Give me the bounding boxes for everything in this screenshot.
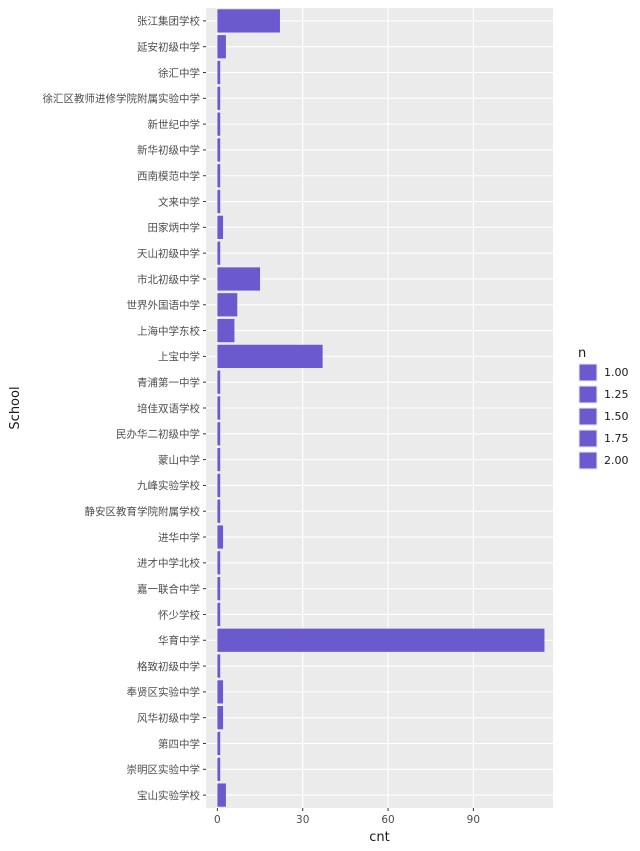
bar [217, 60, 221, 85]
bar [217, 344, 323, 368]
bar [217, 706, 224, 730]
bar [217, 473, 221, 498]
legend-label: 1.75 [604, 432, 629, 445]
bar [217, 267, 261, 291]
bar [217, 189, 221, 214]
bar [217, 35, 226, 59]
bar [217, 680, 224, 704]
bar [217, 241, 221, 265]
y-tick-label: 新世纪中学 [148, 118, 201, 131]
y-tick-label: 怀少学校 [158, 608, 200, 621]
x-tick-label: 0 [214, 814, 221, 826]
y-tick-label: 进华中学 [158, 531, 200, 544]
x-axis-title: cnt [369, 830, 389, 845]
y-tick-label: 华育中学 [158, 634, 200, 647]
x-axis-ticks: 0 30 60 90 [214, 808, 480, 826]
legend-label: 1.25 [604, 388, 629, 401]
y-tick-label: 西南模范中学 [137, 170, 200, 183]
y-tick-label: 嘉一联合中学 [137, 582, 200, 595]
y-tick-label: 上海中学东校 [137, 324, 200, 337]
bar [217, 9, 280, 33]
bar [217, 731, 221, 756]
y-tick-label: 格致初级中学 [137, 660, 200, 673]
y-tick-label: 奉贤区实验中学 [127, 686, 201, 699]
bar [217, 138, 221, 162]
legend-title: n [578, 346, 586, 361]
x-tick-label: 30 [296, 814, 309, 826]
y-tick-label: 世界外国语中学 [127, 299, 201, 312]
bar [217, 757, 221, 781]
y-tick-label: 九峰实验学校 [137, 479, 200, 492]
grid-lines [206, 8, 553, 808]
y-tick-label: 培佳双语学校 [137, 402, 200, 415]
x-tick-label: 90 [467, 814, 480, 826]
y-tick-label: 天山初级中学 [137, 247, 200, 260]
bar [217, 164, 221, 188]
bar [217, 551, 221, 575]
legend-label: 1.00 [604, 366, 629, 379]
y-tick-label: 民办华二初级中学 [116, 428, 200, 441]
bar [217, 499, 221, 523]
bars [217, 9, 545, 807]
bar [217, 628, 545, 652]
y-tick-label: 青浦第一中学 [137, 376, 200, 389]
y-tick-label: 文来中学 [158, 195, 200, 208]
y-tick-label: 新华初级中学 [137, 144, 200, 157]
y-tick-label: 徐汇区教师进修学院附属实验中学 [43, 92, 201, 105]
y-tick-label: 徐汇中学 [158, 66, 200, 79]
legend-label: 1.50 [604, 410, 629, 423]
y-tick-label: 第四中学 [158, 737, 200, 750]
legend-key [579, 408, 597, 425]
y-tick-label: 市北初级中学 [137, 273, 200, 286]
y-tick-label: 进才中学北校 [137, 557, 200, 570]
bar [217, 525, 224, 549]
legend-key [579, 430, 597, 447]
bar [217, 293, 238, 317]
legend-key [579, 452, 597, 469]
bar [217, 602, 221, 627]
bar [217, 86, 221, 110]
y-tick-label: 静安区教育学院附属学校 [85, 505, 201, 518]
legend: n 1.00 1.25 1.50 1.75 2.00 [578, 346, 629, 470]
y-tick-label: 风华初级中学 [137, 711, 200, 724]
y-tick-label: 宝山实验学校 [137, 789, 200, 802]
bar [217, 318, 235, 343]
bar [217, 396, 221, 420]
y-tick-label: 上宝中学 [158, 350, 200, 363]
x-tick-label: 60 [381, 814, 394, 826]
bar [217, 370, 221, 394]
y-tick-label: 蒙山中学 [158, 453, 200, 466]
bar [217, 215, 224, 239]
y-tick-label: 田家炳中学 [148, 221, 201, 234]
y-tick-label: 崇明区实验中学 [127, 763, 201, 776]
legend-key [579, 386, 597, 403]
legend-label: 2.00 [604, 454, 629, 467]
bar [217, 577, 221, 601]
y-axis-title: School [8, 386, 23, 429]
legend-key [579, 364, 597, 381]
bar [217, 448, 221, 472]
y-axis-ticks: 张江集团学校延安初级中学徐汇中学徐汇区教师进修学院附属实验中学新世纪中学新华初级… [43, 15, 206, 802]
bar [217, 654, 221, 678]
bar [217, 112, 221, 136]
bar [217, 422, 221, 446]
y-tick-label: 延安初级中学 [137, 41, 200, 54]
bar [217, 783, 226, 807]
y-tick-label: 张江集团学校 [137, 15, 200, 28]
